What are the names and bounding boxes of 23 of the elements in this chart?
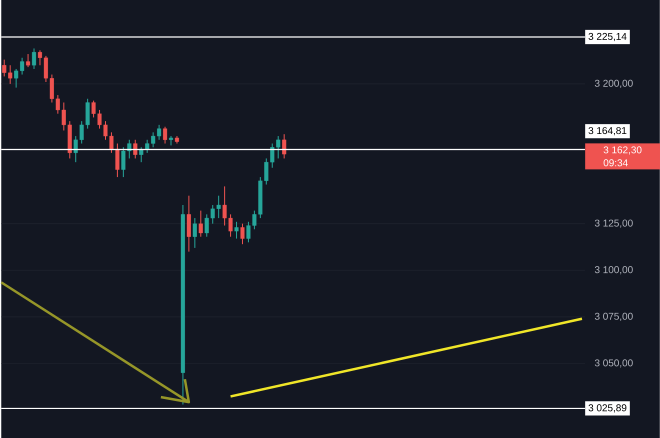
candlestick [32,48,36,70]
y-tick-label: 3 075,00 [594,312,633,321]
y-tick-label: 3 100,00 [594,266,633,274]
candlestick [240,223,245,245]
y-tick-label: 3 125,00 [594,220,633,228]
candlestick [186,195,191,252]
y-tick-label: 3 200,00 [594,80,633,88]
candlestick [162,126,168,144]
candlestick [282,134,286,159]
y-tick-label: 3 050,00 [594,359,633,368]
candlestick [168,136,174,146]
candlestick [26,54,30,68]
ref-line-label: 3 225,14 [588,32,627,42]
ref-line-label: 3 025,89 [588,404,626,413]
ref-line-label: 3 164,81 [588,127,626,136]
candlestick [198,210,203,238]
text: 09:34 [604,159,628,166]
candlestick [192,218,197,248]
text: 3 162,30 [604,146,642,155]
candlestick [234,221,239,240]
candlestick [133,139,138,159]
candlestick [139,146,144,163]
candlestick [115,143,120,178]
